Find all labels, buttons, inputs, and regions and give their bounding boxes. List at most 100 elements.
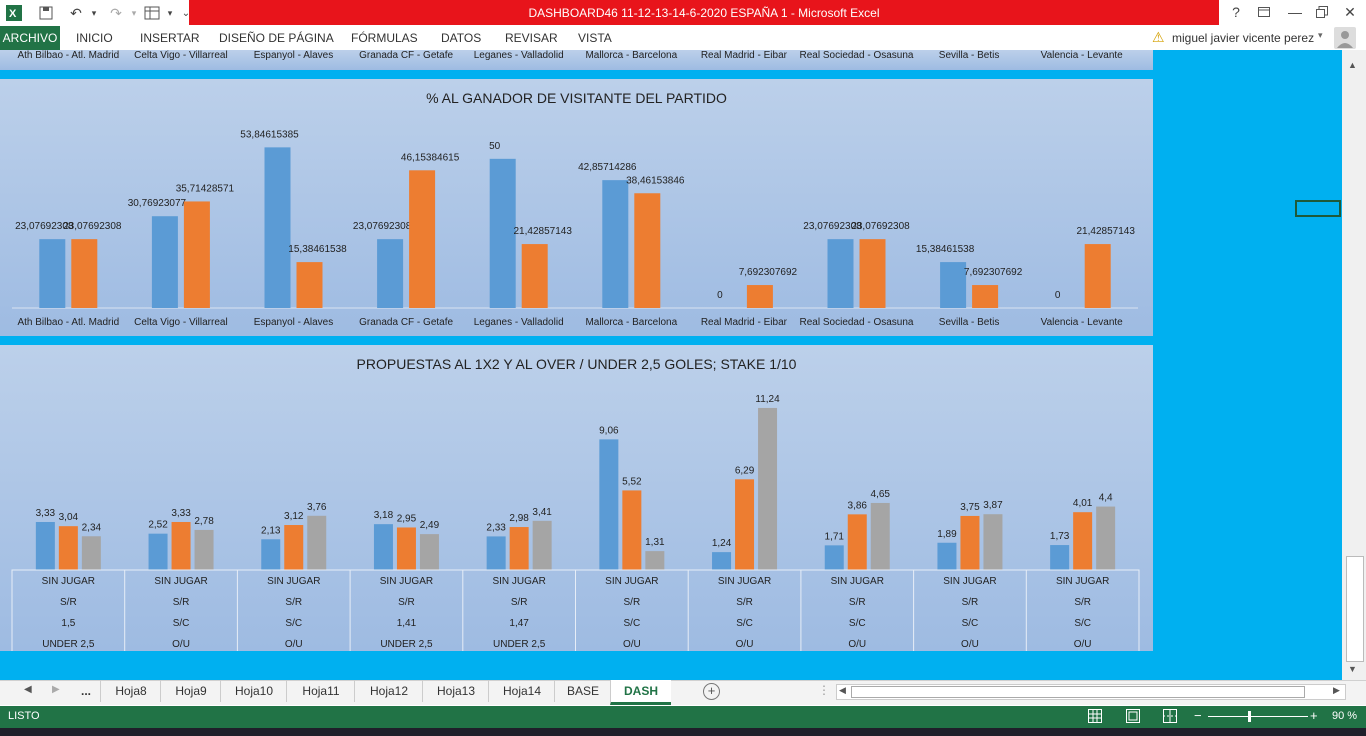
tab-inicio[interactable]: INICIO (76, 31, 113, 45)
redo-icon[interactable]: ↷ (110, 4, 122, 21)
worksheet-area[interactable]: Ath Bilbao - Atl. Madrid Celta Vigo - Vil… (0, 50, 1342, 680)
sheet-tab-hoja14[interactable]: Hoja14 (488, 680, 555, 702)
sheet-tab-dash[interactable]: DASH (610, 680, 671, 705)
horizontal-scrollbar[interactable]: ◀ ▶ (836, 684, 1346, 700)
chart2-table-cell: SIN JUGAR (492, 576, 545, 587)
sheet-tab-hoja9[interactable]: Hoja9 (160, 680, 221, 702)
chart2-table-cell: S/C (173, 618, 190, 629)
sheet-tab-hoja8[interactable]: Hoja8 (100, 680, 161, 702)
chart2-table-cell: S/C (285, 618, 302, 629)
tab-prev-icon[interactable]: ◀ (24, 684, 32, 695)
strip-category-label: Real Sociedad - Osasuna (800, 50, 914, 61)
zoom-level[interactable]: 90 % (1332, 710, 1358, 722)
tab-ellipsis[interactable]: ... (80, 684, 91, 698)
strip-category-label: Valencia - Levante (1041, 50, 1124, 61)
chart1-data-label: 15,38461538 (916, 244, 975, 255)
close-icon[interactable]: ✕ (1344, 3, 1356, 20)
chart2-table-cell: O/U (736, 639, 754, 650)
chart-visitor-winner[interactable]: % AL GANADOR DE VISITANTE DEL PARTIDO 23… (0, 79, 1153, 336)
undo-dropdown-icon[interactable]: ▾ (91, 7, 97, 18)
form-icon[interactable] (142, 3, 162, 23)
strip-category-label: Espanyol - Alaves (254, 50, 334, 61)
tab-diseno-pagina[interactable]: DISEÑO DE PÁGINA (219, 31, 334, 45)
zoom-slider-thumb[interactable] (1248, 711, 1251, 722)
chart2-data-label: 4,4 (1099, 493, 1113, 504)
form-dropdown-icon[interactable]: ▾ (167, 7, 173, 18)
tab-revisar[interactable]: REVISAR (505, 31, 558, 45)
add-sheet-icon[interactable]: + (703, 683, 720, 700)
sheet-tab-hoja11[interactable]: Hoja11 (286, 680, 355, 702)
user-dropdown-icon[interactable]: ▾ (1318, 30, 1323, 40)
sheet-tab-hoja12[interactable]: Hoja12 (354, 680, 423, 702)
save-icon[interactable] (36, 3, 56, 23)
status-bar: LISTO − + 90 % (0, 706, 1366, 728)
window-title: DASHBOARD46 11-12-13-14-6-2020 ESPAÑA 1 … (189, 0, 1219, 25)
page-break-icon[interactable] (1163, 709, 1177, 726)
chart2-data-label: 1,31 (645, 537, 665, 548)
chart2-bar (396, 527, 416, 570)
ribbon-tab-bar (0, 26, 1366, 50)
chart1-bar (940, 262, 967, 308)
zoom-in-icon[interactable]: + (1310, 708, 1318, 723)
chart1-data-label: 53,84615385 (240, 129, 299, 140)
restore-icon[interactable] (1308, 2, 1336, 22)
sheet-tab-hoja13[interactable]: Hoja13 (422, 680, 489, 702)
chart2-table-cell: S/C (1074, 618, 1091, 629)
chart2-table-cell: UNDER 2,5 (380, 639, 433, 650)
chart1-category-label: Ath Bilbao - Atl. Madrid (17, 317, 119, 328)
minimize-icon[interactable]: — (1288, 4, 1302, 20)
chart1-data-label: 50 (489, 141, 501, 152)
chart2-data-label: 2,33 (486, 522, 506, 533)
tab-datos[interactable]: DATOS (441, 31, 482, 45)
hscroll-right-icon[interactable]: ▶ (1333, 685, 1340, 695)
sheet-tab-base[interactable]: BASE (554, 680, 611, 702)
tab-next-icon[interactable]: ▶ (52, 684, 60, 695)
ribbon-display-icon[interactable] (1250, 2, 1278, 22)
chart1-category-label: Granada CF - Getafe (359, 317, 453, 328)
chart1-bar (827, 239, 854, 308)
user-name[interactable]: miguel javier vicente perez (1172, 31, 1315, 45)
sheet-tab-hoja10[interactable]: Hoja10 (220, 680, 287, 702)
chart1-category-label: Espanyol - Alaves (254, 317, 334, 328)
chart2-table-cell: SIN JUGAR (380, 576, 433, 587)
tab-insertar[interactable]: INSERTAR (140, 31, 200, 45)
chart1-category-label: Celta Vigo - Villarreal (134, 317, 228, 328)
chart1-data-label: 46,15384615 (401, 152, 460, 163)
chart2-data-label: 4,01 (1073, 498, 1093, 509)
scroll-up-icon[interactable]: ▲ (1348, 60, 1357, 70)
hscroll-thumb[interactable] (851, 686, 1305, 698)
tab-formulas[interactable]: FÓRMULAS (351, 31, 418, 45)
undo-icon[interactable]: ↶ (70, 4, 82, 21)
chart-proposals[interactable]: PROPUESTAS AL 1X2 Y AL OVER / UNDER 2,5 … (0, 345, 1153, 651)
vertical-scrollbar[interactable]: ▲ ▼ (1342, 50, 1366, 680)
selected-cell[interactable] (1295, 200, 1341, 217)
avatar[interactable] (1334, 27, 1356, 49)
tab-vista[interactable]: VISTA (578, 31, 612, 45)
chart2-data-label: 2,98 (509, 513, 529, 524)
chart1-bar (71, 239, 98, 308)
customize-icon[interactable]: ⌄ (181, 7, 191, 19)
chart2-table-cell: O/U (961, 639, 979, 650)
chart2-table-cell: O/U (848, 639, 866, 650)
redo-dropdown-icon[interactable]: ▾ (131, 7, 137, 18)
zoom-out-icon[interactable]: − (1194, 708, 1202, 723)
chart1-bar (264, 147, 291, 308)
scroll-down-icon[interactable]: ▼ (1348, 664, 1357, 674)
hscroll-left-icon[interactable]: ◀ (839, 685, 846, 695)
zoom-slider-track[interactable] (1208, 716, 1308, 717)
help-button[interactable]: ? (1232, 4, 1240, 20)
chart2-bar (758, 407, 778, 570)
page-layout-icon[interactable] (1126, 709, 1140, 726)
chart2-bar (35, 521, 55, 570)
tab-archivo[interactable]: ARCHIVO (0, 26, 60, 50)
chart2-table-cell: 1,47 (509, 618, 529, 629)
chart2-bar (622, 490, 642, 570)
scroll-thumb[interactable] (1346, 556, 1364, 662)
chart2-data-label: 2,95 (397, 513, 417, 524)
chart2-bar (58, 526, 78, 570)
chart2-data-label: 3,18 (374, 510, 394, 521)
normal-view-icon[interactable] (1088, 709, 1102, 726)
chart2-table-cell: O/U (1074, 639, 1092, 650)
splitter-icon[interactable]: ⋮ (818, 683, 830, 697)
chart2-data-label: 3,76 (307, 502, 327, 513)
